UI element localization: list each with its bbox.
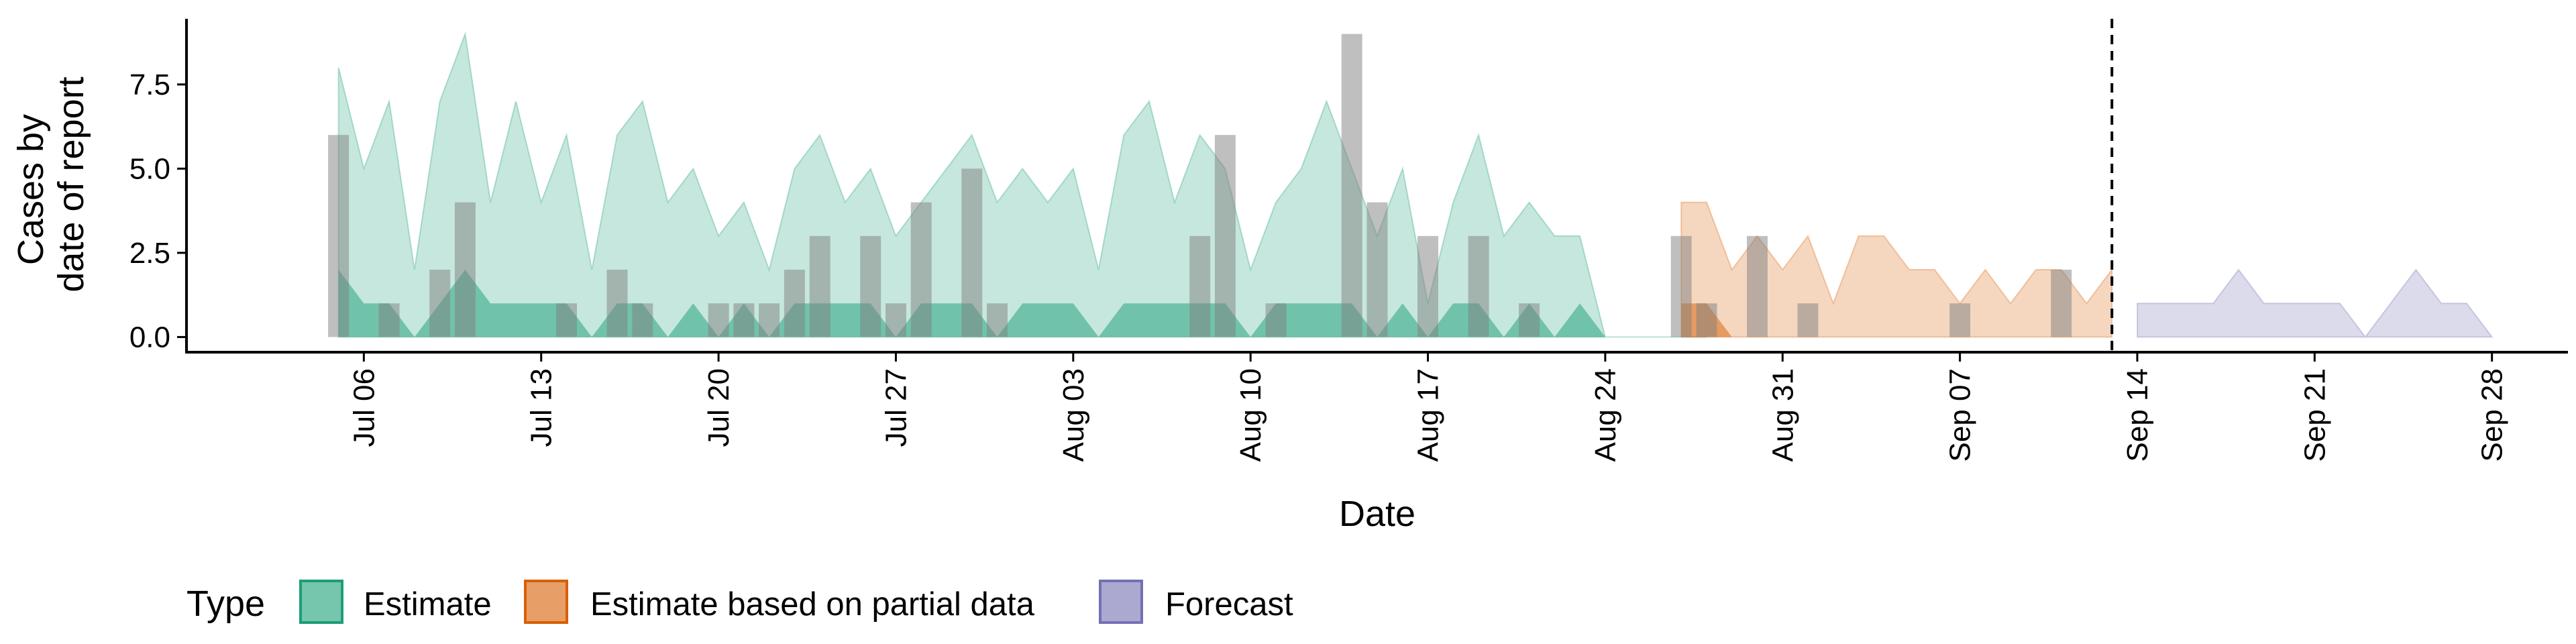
case-bar <box>606 270 628 337</box>
plot-area <box>328 19 2493 352</box>
case-bar <box>632 303 653 337</box>
case-bar <box>1747 235 1768 337</box>
x-tick-label: Jul 13 <box>525 368 558 447</box>
legend: Type Estimate Estimate based on partial … <box>186 580 1293 624</box>
legend-key-partial <box>524 580 568 624</box>
y-axis-ticks: 0.0 2.5 5.0 7.5 <box>129 68 186 354</box>
case-bar <box>2051 270 2072 337</box>
case-bar <box>1366 202 1388 337</box>
x-axis-ticks: Jul 06 Jul 13 Jul 20 Jul 27 Aug 03 Aug 10 Aug … <box>347 352 2509 462</box>
legend-key-estimate <box>299 580 343 624</box>
case-bar <box>1214 135 1236 337</box>
case-bar <box>429 270 451 337</box>
estimate-band-90 <box>337 31 1707 338</box>
case-bar <box>987 303 1008 337</box>
case-bar <box>556 303 577 337</box>
case-bar <box>961 168 983 337</box>
case-bar <box>733 303 755 337</box>
case-bar <box>885 303 906 337</box>
x-tick-label: Aug 31 <box>1766 368 1799 462</box>
legend-label-partial: Estimate based on partial data <box>590 586 1035 623</box>
legend-key-forecast <box>1099 580 1143 624</box>
y-axis-title: Cases by date of report <box>11 76 91 292</box>
case-bar <box>1265 303 1287 337</box>
case-bar <box>1468 235 1489 337</box>
case-bar <box>328 135 350 337</box>
x-tick-label: Sep 21 <box>2298 368 2331 462</box>
case-bar <box>1696 303 1717 337</box>
x-axis-title: Date <box>1339 494 1415 534</box>
case-bar <box>708 303 729 337</box>
case-bar <box>1519 303 1540 337</box>
partial-band-50 <box>1681 303 2112 337</box>
x-tick-label: Aug 10 <box>1234 368 1267 462</box>
y-axis-title-line-1: Cases by <box>11 114 51 265</box>
forecast-band-90 <box>2137 268 2493 339</box>
case-bar <box>1189 235 1211 337</box>
case-bar <box>1797 303 1819 337</box>
y-axis-title-line-2: date of report <box>51 76 91 292</box>
case-bar <box>1670 235 1692 337</box>
y-tick-label: 5.0 <box>129 152 170 185</box>
case-bar <box>759 303 780 337</box>
case-bar <box>1417 235 1438 337</box>
x-tick-label: Jul 06 <box>347 368 380 447</box>
partial-band-90 <box>1680 201 2113 338</box>
case-bar <box>1341 34 1362 337</box>
case-bar <box>454 202 476 337</box>
y-tick-label: 7.5 <box>129 68 170 101</box>
x-tick-label: Sep 28 <box>2476 368 2509 462</box>
y-tick-label: 0.0 <box>129 321 170 354</box>
estimate-band-50 <box>338 270 1707 337</box>
case-bar <box>860 235 881 337</box>
y-tick-label: 2.5 <box>129 237 170 270</box>
x-tick-label: Jul 20 <box>702 368 735 447</box>
case-bar <box>784 270 805 337</box>
case-bar <box>910 202 932 337</box>
x-tick-label: Sep 14 <box>2121 368 2154 462</box>
x-tick-label: Aug 03 <box>1057 368 1090 462</box>
case-bar <box>378 303 400 337</box>
legend-label-forecast: Forecast <box>1165 586 1293 623</box>
legend-title: Type <box>186 584 265 624</box>
x-tick-label: Jul 27 <box>879 368 912 447</box>
x-tick-label: Aug 24 <box>1589 368 1622 462</box>
case-bar <box>809 235 830 337</box>
x-tick-label: Aug 17 <box>1412 368 1445 462</box>
x-tick-label: Sep 07 <box>1944 368 1977 462</box>
legend-label-estimate: Estimate <box>364 586 492 623</box>
case-bar <box>1949 303 1971 337</box>
